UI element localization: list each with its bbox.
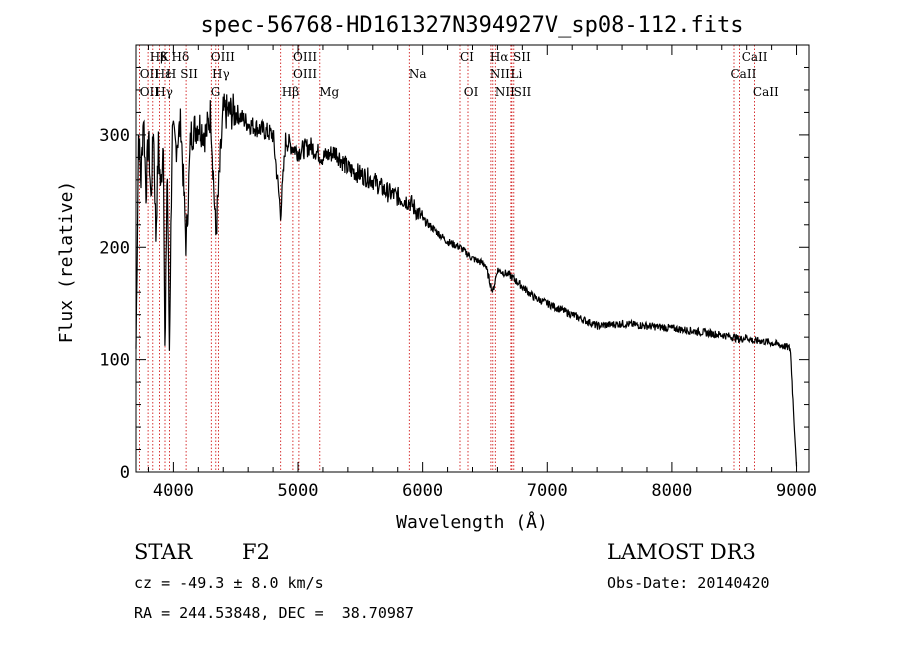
line-label-third-5: OI <box>464 85 479 99</box>
line-label-third-7: SII <box>514 85 532 99</box>
line-label-second-6: Na <box>409 67 427 81</box>
line-label-top-0: Hβ <box>150 50 167 64</box>
coordinates: RA = 244.53848, DEC = 38.70987 <box>134 604 414 622</box>
y-axis-label: Flux (relative) <box>56 181 77 344</box>
line-label-top-1: K <box>160 50 170 64</box>
x-axis-label: Wavelength (Å) <box>396 511 548 533</box>
line-label-third-4: Mg <box>319 85 339 99</box>
line-label-second-7: NII <box>490 67 510 81</box>
line-label-second-3: SII <box>180 67 198 81</box>
line-label-top-7: SII <box>513 50 531 64</box>
line-label-top-4: OIII <box>293 50 317 64</box>
x-axis-ticks: 4000 5000 6000 7000 8000 9000 <box>147 45 817 501</box>
x-tick-label: 6000 <box>402 481 443 501</box>
survey-name: LAMOST DR3 <box>607 540 756 564</box>
object-class: STAR <box>134 540 193 564</box>
line-label-third-2: G <box>211 85 221 99</box>
y-tick-label: 0 <box>120 463 130 483</box>
observation-date: Obs-Date: 20140420 <box>607 574 770 592</box>
x-tick-label: 9000 <box>776 481 817 501</box>
y-axis-ticks: 0 100 200 300 <box>99 66 809 483</box>
line-label-third-3: Hβ <box>282 85 299 99</box>
x-tick-label: 7000 <box>527 481 568 501</box>
y-tick-label: 200 <box>99 238 130 258</box>
line-label-third-6: NII <box>495 85 515 99</box>
line-label-second-1: Hε <box>155 67 172 81</box>
spectral-line-markers <box>138 45 755 472</box>
object-subclass: F2 <box>242 540 270 564</box>
x-tick-label: 8000 <box>651 481 692 501</box>
x-tick-label: 5000 <box>278 481 319 501</box>
line-label-top-6: Hα <box>490 50 509 64</box>
line-label-third-0: OII <box>140 85 160 99</box>
y-tick-label: 100 <box>99 351 130 371</box>
line-label-third-1: Hγ <box>155 85 173 99</box>
line-label-top-8: CaII <box>742 50 768 64</box>
x-tick-label: 4000 <box>153 481 194 501</box>
line-label-top-3: OIII <box>211 50 235 64</box>
flux-series-line <box>135 93 798 467</box>
chart-title: spec-56768-HD161327N394927V_sp08-112.fit… <box>200 13 743 38</box>
line-label-third-8: CaII <box>753 85 779 99</box>
line-label-second-4: Hγ <box>212 67 230 81</box>
plot-frame <box>135 44 810 473</box>
y-tick-label: 300 <box>99 126 130 146</box>
line-label-second-8: Li <box>511 67 523 81</box>
line-label-top-5: CI <box>460 50 474 64</box>
line-label-second-2: H <box>166 67 176 81</box>
line-label-top-2: Hδ <box>172 50 190 64</box>
line-label-second-0: OII <box>140 67 160 81</box>
line-label-second-5: OIII <box>293 67 317 81</box>
radial-velocity: cz = -49.3 ± 8.0 km/s <box>134 574 324 592</box>
line-label-second-9: CaII <box>731 67 757 81</box>
